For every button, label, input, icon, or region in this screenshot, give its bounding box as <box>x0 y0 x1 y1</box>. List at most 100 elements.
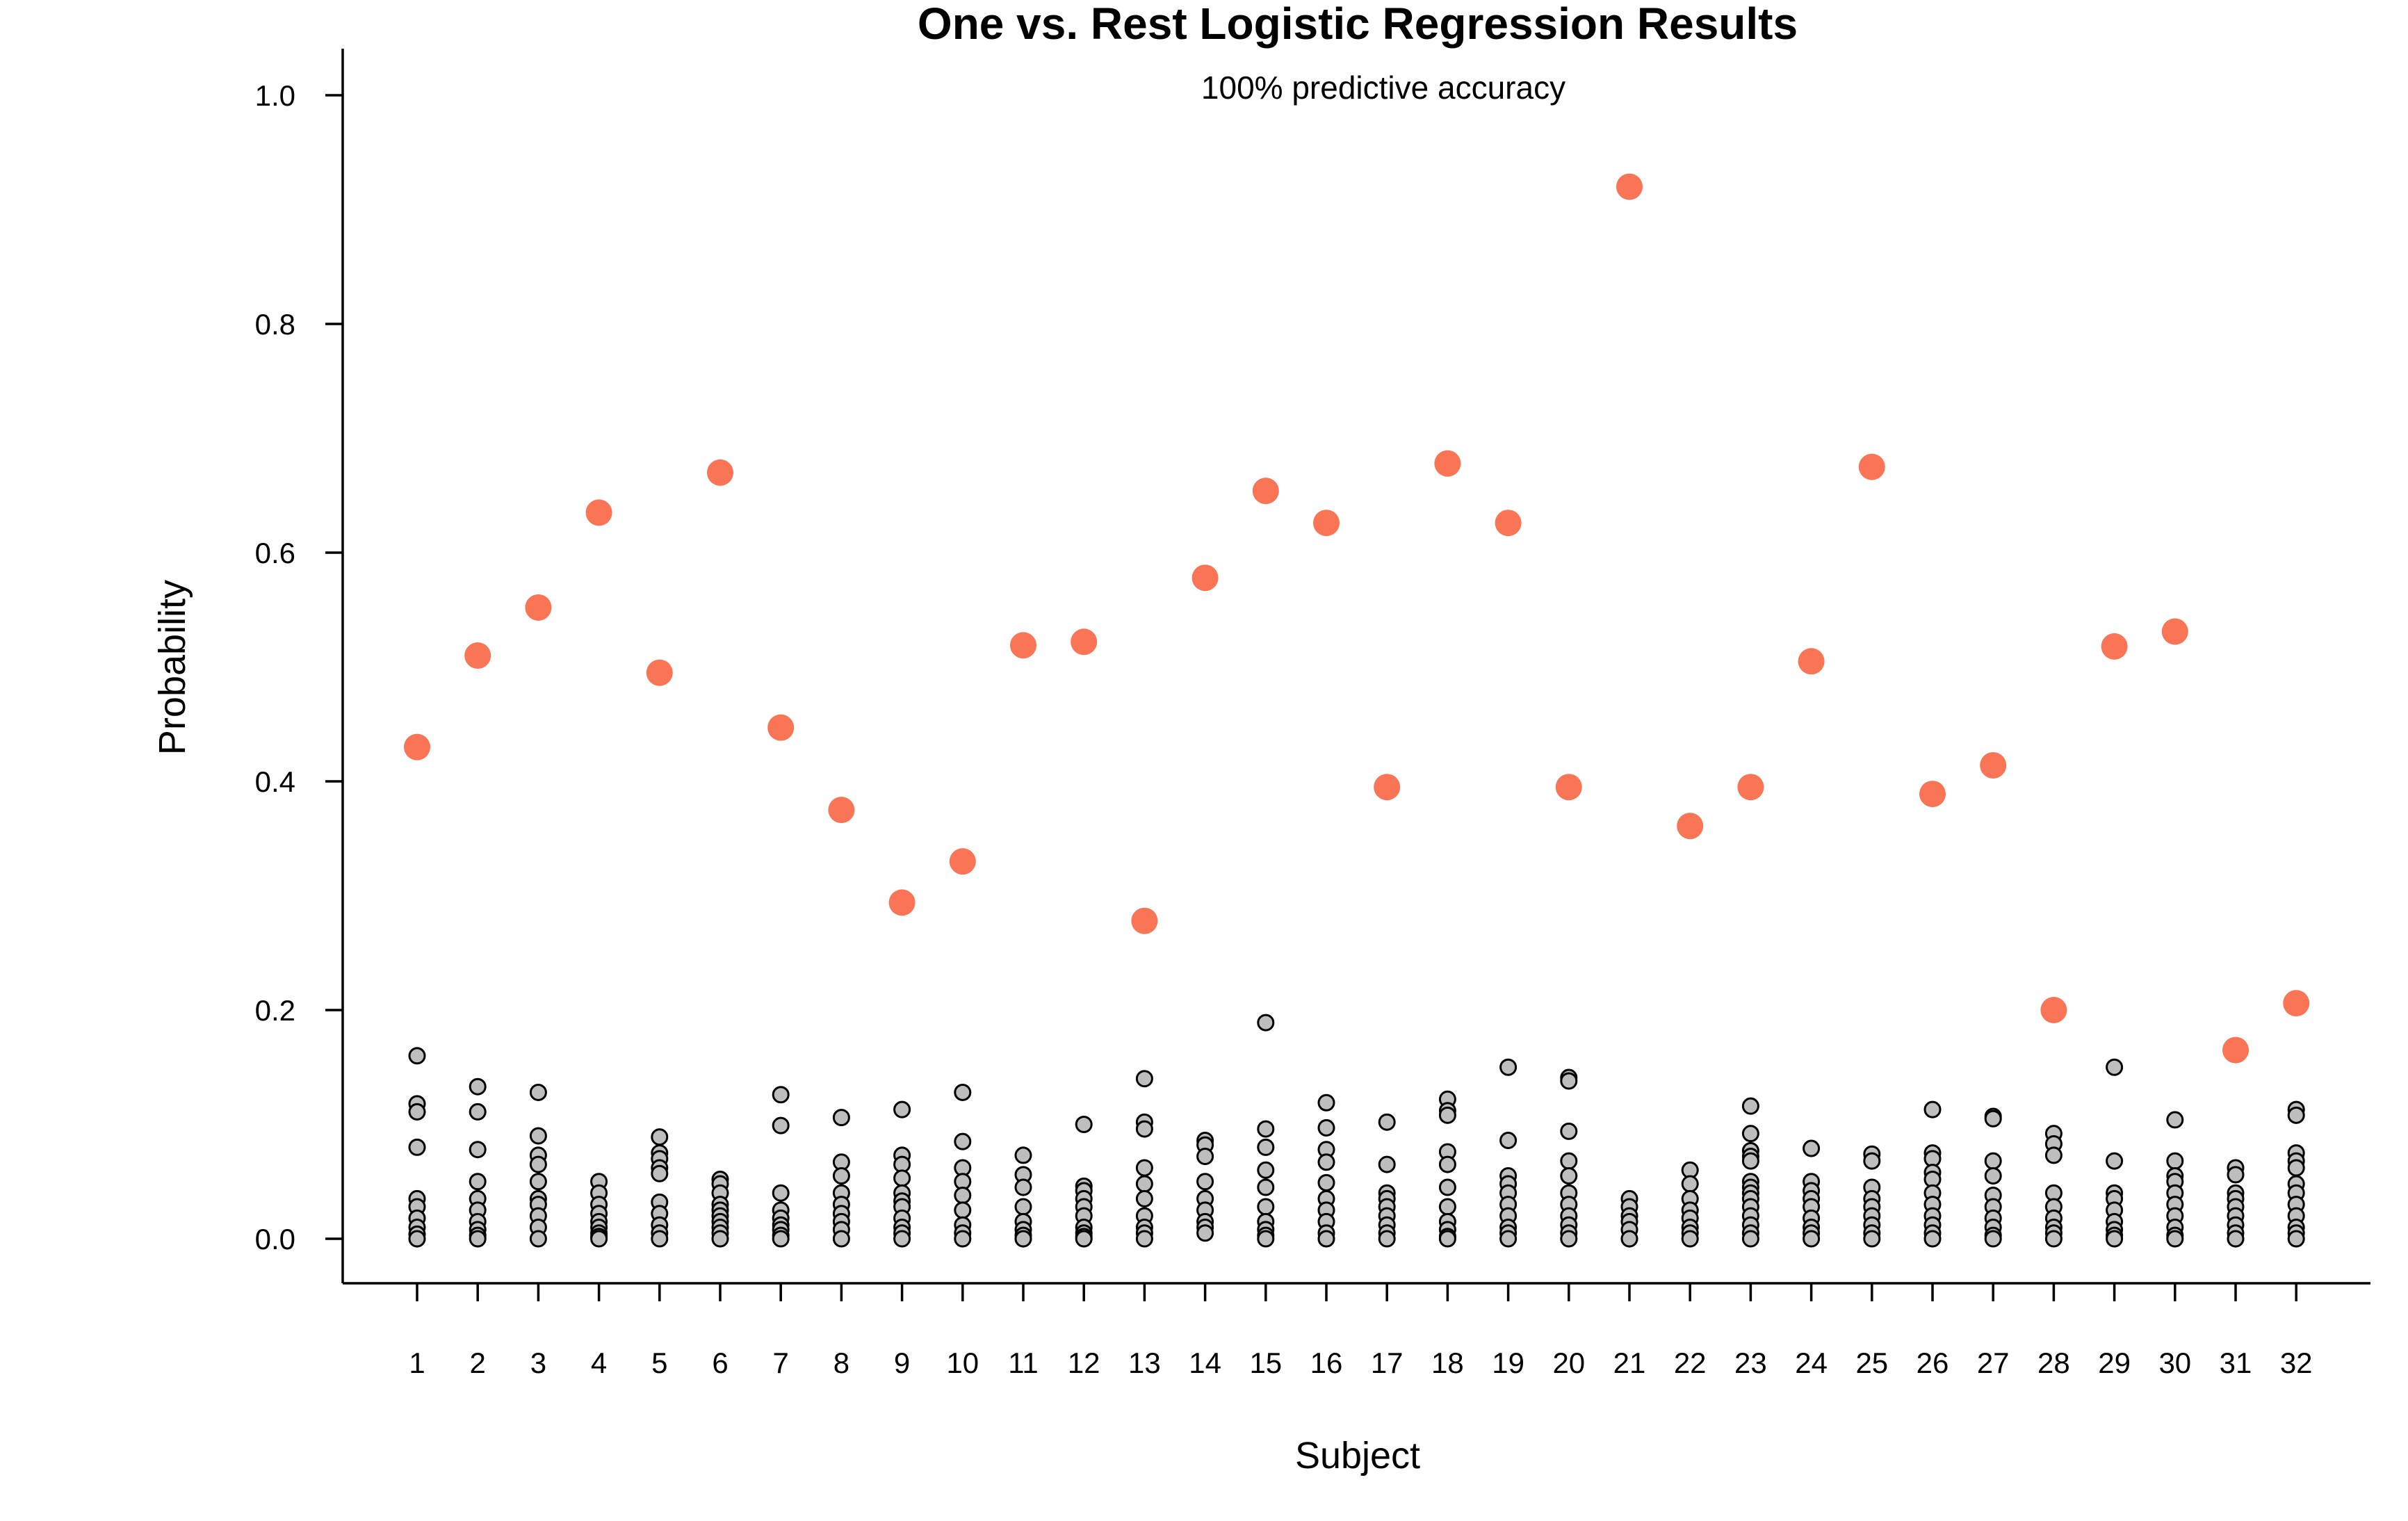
correct-class-point <box>707 459 733 486</box>
x-tick-label: 24 <box>1795 1347 1828 1379</box>
other-class-point <box>1560 1167 1578 1185</box>
x-tick-label: 28 <box>2037 1347 2070 1379</box>
x-tick-label: 6 <box>712 1347 728 1379</box>
x-tick-label: 3 <box>530 1347 546 1379</box>
other-class-point <box>1560 1122 1578 1140</box>
other-class-point <box>1741 1230 1759 1248</box>
other-class-point <box>651 1164 669 1182</box>
correct-class-point <box>2222 1036 2249 1064</box>
other-class-point <box>772 1230 790 1248</box>
other-class-point <box>1378 1155 1396 1173</box>
chart-subtitle: 100% predictive accuracy <box>1201 70 1565 106</box>
other-class-point <box>1257 1230 1275 1248</box>
other-class-point <box>651 1128 669 1146</box>
other-class-point <box>832 1109 850 1127</box>
correct-class-point <box>404 733 430 760</box>
other-class-point <box>1499 1132 1518 1150</box>
other-class-point <box>408 1138 426 1156</box>
other-class-point <box>1014 1178 1032 1196</box>
x-tick-label: 9 <box>894 1347 910 1379</box>
x-tick-label: 21 <box>1613 1347 1646 1379</box>
correct-class-point <box>1010 632 1036 659</box>
other-class-point <box>529 1127 547 1145</box>
other-class-point <box>1863 1152 1881 1170</box>
other-class-point <box>1014 1198 1032 1216</box>
other-class-point <box>1317 1230 1335 1248</box>
correct-class-point <box>1313 510 1340 537</box>
other-class-point <box>893 1230 911 1248</box>
other-class-point <box>954 1230 972 1248</box>
x-tick-label: 29 <box>2098 1347 2131 1379</box>
correct-class-point <box>2161 618 2188 645</box>
y-tick-label: 0.8 <box>255 308 295 341</box>
other-class-point <box>1014 1146 1032 1164</box>
other-class-point <box>1135 1175 1153 1193</box>
other-class-point <box>469 1230 487 1248</box>
other-class-point <box>1257 1178 1275 1196</box>
other-class-point <box>1499 1230 1518 1248</box>
correct-class-point <box>1071 628 1098 656</box>
x-tick-label: 22 <box>1674 1347 1707 1379</box>
other-class-point <box>2287 1230 2305 1248</box>
other-class-point <box>772 1086 790 1104</box>
y-axis-label: Probability <box>152 580 193 755</box>
other-class-point <box>1438 1106 1456 1124</box>
correct-class-point <box>1252 478 1279 505</box>
x-tick-label: 19 <box>1492 1347 1524 1379</box>
other-class-point <box>1257 1120 1275 1138</box>
other-class-point <box>1984 1230 2002 1248</box>
other-class-point <box>1741 1097 1759 1115</box>
other-class-point <box>1135 1189 1153 1207</box>
correct-class-point <box>1858 453 1885 480</box>
other-class-point <box>1620 1230 1638 1248</box>
other-class-point <box>1560 1152 1578 1170</box>
other-class-point <box>408 1103 426 1121</box>
other-class-point <box>529 1173 547 1191</box>
other-class-point <box>1135 1070 1153 1088</box>
correct-class-point <box>2283 990 2310 1017</box>
correct-class-point <box>585 499 612 526</box>
other-class-point <box>2044 1146 2063 1164</box>
correct-class-point <box>1980 751 2007 779</box>
other-class-point <box>1014 1230 1032 1248</box>
correct-class-point <box>828 797 855 824</box>
other-class-point <box>1438 1155 1456 1173</box>
other-class-point <box>1075 1230 1093 1248</box>
x-tick-label: 5 <box>651 1347 667 1379</box>
other-class-point <box>1803 1139 1821 1157</box>
other-class-point <box>1681 1230 1699 1248</box>
correct-class-point <box>767 714 795 741</box>
x-tick-label: 26 <box>1917 1347 1949 1379</box>
correct-class-point <box>1798 648 1825 675</box>
x-tick-label: 31 <box>2220 1347 2252 1379</box>
other-class-point <box>1741 1125 1759 1143</box>
correct-class-point <box>1191 564 1219 592</box>
other-class-point <box>408 1047 426 1065</box>
other-class-point <box>1923 1100 1942 1119</box>
other-class-point <box>772 1184 790 1202</box>
other-class-points <box>408 1014 2305 1248</box>
correct-class-point <box>1616 173 1643 200</box>
other-class-point <box>529 1155 547 1173</box>
other-class-point <box>1378 1113 1396 1131</box>
correct-class-point <box>464 642 491 669</box>
x-tick-label: 25 <box>1855 1347 1888 1379</box>
other-class-point <box>1863 1230 1881 1248</box>
other-class-point <box>711 1230 729 1248</box>
x-tick-label: 2 <box>470 1347 486 1379</box>
other-class-point <box>2287 1159 2305 1177</box>
other-class-point <box>832 1167 850 1185</box>
other-class-point <box>1257 1161 1275 1179</box>
other-class-point <box>2044 1230 2063 1248</box>
y-tick-label: 0.6 <box>255 537 295 569</box>
other-class-point <box>1499 1058 1518 1076</box>
x-tick-label: 23 <box>1734 1347 1767 1379</box>
other-class-point <box>954 1186 972 1204</box>
other-class-point <box>1803 1230 1821 1248</box>
x-tick-label: 12 <box>1068 1347 1100 1379</box>
x-tick-label: 11 <box>1008 1347 1039 1379</box>
other-class-point <box>1196 1173 1214 1191</box>
correct-class-point <box>2101 633 2128 660</box>
correct-class-point <box>646 659 673 686</box>
